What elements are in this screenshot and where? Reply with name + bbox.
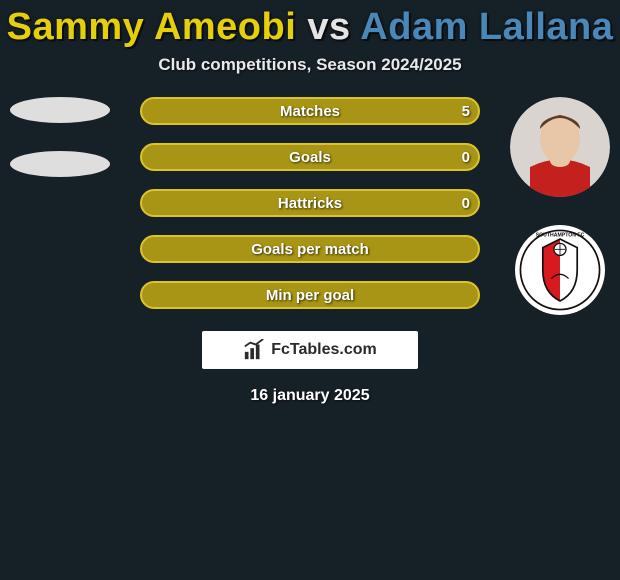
page-title: Sammy Ameobi vs Adam Lallana: [7, 6, 614, 49]
comparison-arena: SOUTHAMPTON FC Matches5Goals0Hattricks0G…: [0, 97, 620, 309]
stat-row: Goals per match: [140, 235, 480, 263]
southampton-badge-icon: SOUTHAMPTON FC: [517, 227, 603, 313]
title-player-b: Adam Lallana: [360, 6, 613, 48]
stat-row: Goals 0: [140, 143, 480, 171]
subtitle: Club competitions, Season 2024/2025: [158, 55, 461, 75]
stat-value-b: 0: [462, 195, 470, 212]
stat-value-b: 0: [462, 149, 470, 166]
date-label: 16 january 2025: [250, 387, 369, 405]
left-column: [10, 97, 110, 177]
svg-text:SOUTHAMPTON FC: SOUTHAMPTON FC: [536, 232, 585, 238]
stat-row: Matches 5: [140, 97, 480, 125]
player-a-avatar: [10, 97, 110, 123]
comparison-infographic: Sammy Ameobi vs Adam Lallana Club compet…: [0, 0, 620, 580]
stat-label: Goals: [289, 149, 331, 166]
bar-chart-icon: [243, 339, 265, 361]
title-vs: vs: [307, 6, 350, 48]
title-player-a: Sammy Ameobi: [7, 6, 297, 48]
person-photo-icon: [510, 97, 610, 197]
player-a-club-logo: [10, 151, 110, 177]
stat-row: Min per goal: [140, 281, 480, 309]
right-column: SOUTHAMPTON FC: [510, 97, 610, 315]
stat-label: Hattricks: [278, 195, 342, 212]
stat-row: Hattricks 0: [140, 189, 480, 217]
player-b-club-logo: SOUTHAMPTON FC: [515, 225, 605, 315]
source-name: FcTables.com: [271, 341, 377, 359]
stat-label: Matches: [280, 103, 340, 120]
stat-label: Min per goal: [266, 287, 354, 304]
source-badge: FcTables.com: [202, 331, 418, 369]
stat-label: Goals per match: [251, 241, 369, 258]
player-b-avatar: [510, 97, 610, 197]
stat-value-b: 5: [462, 103, 470, 120]
stat-bars: Matches 5 Goals 0 Hattricks 0 Goals per match M…: [140, 97, 480, 309]
